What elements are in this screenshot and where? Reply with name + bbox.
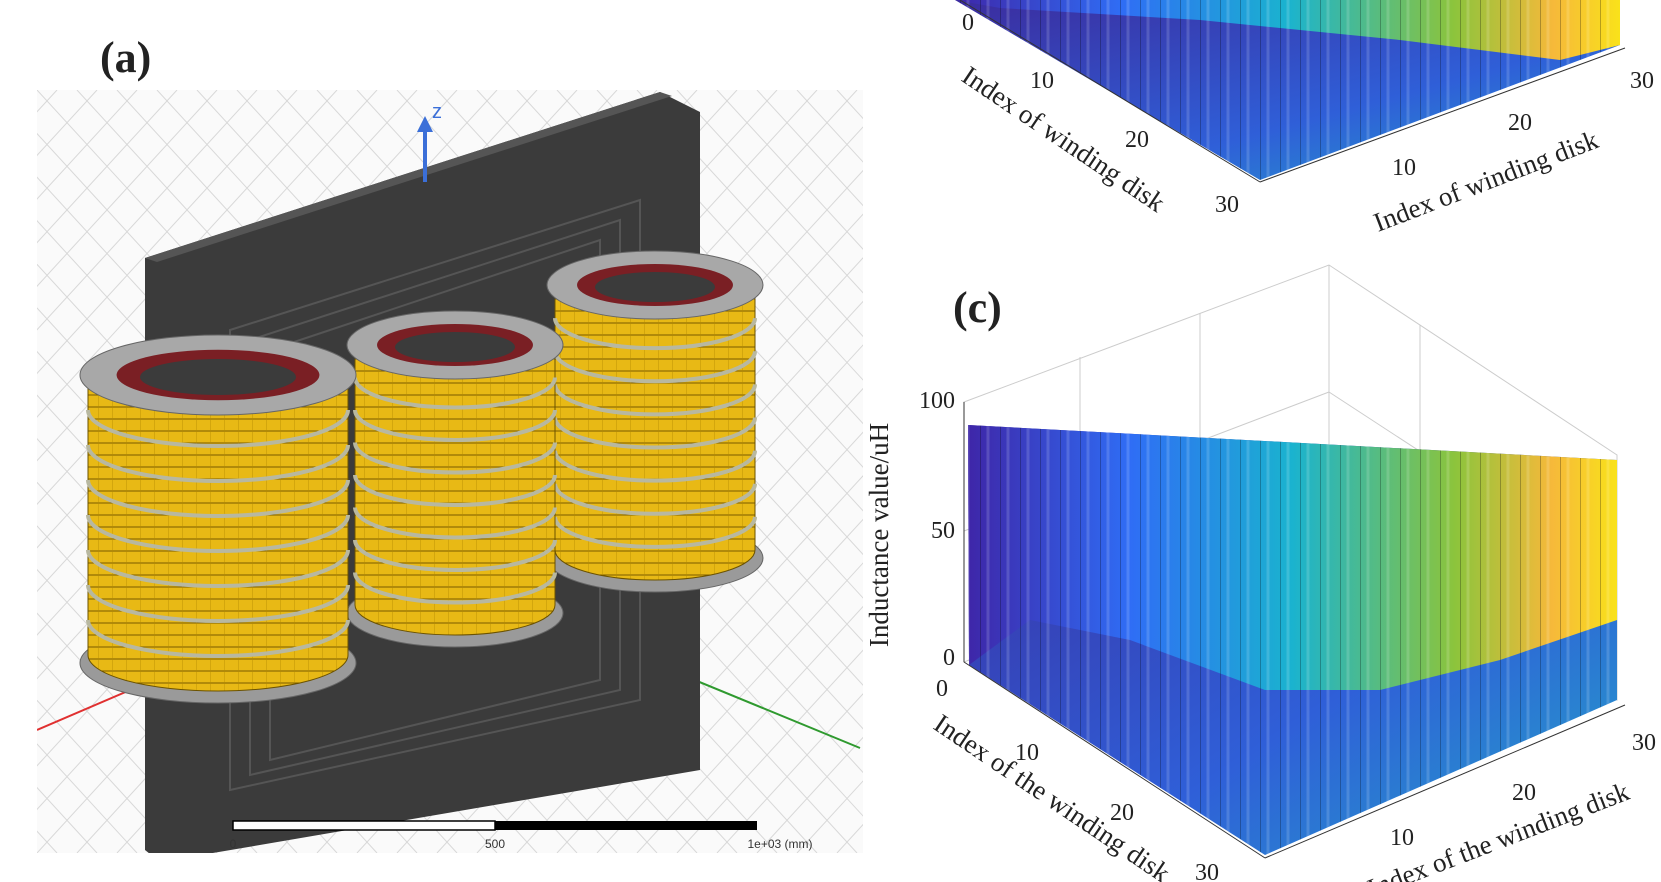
scale-label: 0 — [230, 837, 237, 851]
tick-label: 30 — [1215, 192, 1239, 218]
tick-label: 50 — [931, 518, 955, 544]
tick-label: 10 — [1030, 68, 1054, 94]
core-leg — [395, 332, 515, 362]
tick-label: 100 — [919, 388, 955, 414]
core-leg — [595, 272, 715, 302]
tick-label: 30 — [1632, 730, 1656, 756]
core-leg — [140, 359, 296, 395]
winding — [347, 311, 563, 647]
scale-bar-black — [495, 821, 757, 830]
panel-label: (a) — [100, 33, 151, 82]
winding-body — [355, 345, 555, 635]
winding-body — [555, 285, 755, 580]
axis-label: Inductance value/uH — [864, 423, 894, 647]
winding-body — [88, 375, 348, 691]
inductance-chart-c: (c) 100 50 0 Inductance value/uH 0 10 20… — [864, 265, 1656, 882]
tick-label: 0 — [962, 10, 974, 36]
z-axis-label: z — [432, 101, 442, 123]
panel-label: (c) — [953, 283, 1002, 332]
scale-label: 1e+03 (mm) — [747, 837, 812, 851]
tick-label: 20 — [1512, 780, 1536, 806]
inductance-chart-b: 0 10 20 30 Index of winding disk 10 20 3… — [955, 0, 1654, 238]
scale-bar-white — [233, 821, 495, 830]
tick-label: 10 — [1392, 155, 1416, 181]
grid-line — [0, 90, 17, 853]
tick-label: 0 — [936, 676, 948, 702]
winding — [80, 335, 356, 703]
scale-label: 500 — [485, 837, 505, 851]
tick-label: 30 — [1195, 860, 1219, 882]
tick-label: 20 — [1125, 127, 1149, 153]
grid-line — [0, 90, 17, 853]
tick-label: 10 — [1390, 825, 1414, 851]
tick-label: 20 — [1508, 110, 1532, 136]
figure: z 0 500 1e+03 (mm) (a) 0 10 20 30 Index … — [0, 0, 1661, 882]
winding — [547, 251, 763, 592]
tick-label: 30 — [1630, 68, 1654, 94]
tick-label: 0 — [943, 645, 955, 671]
